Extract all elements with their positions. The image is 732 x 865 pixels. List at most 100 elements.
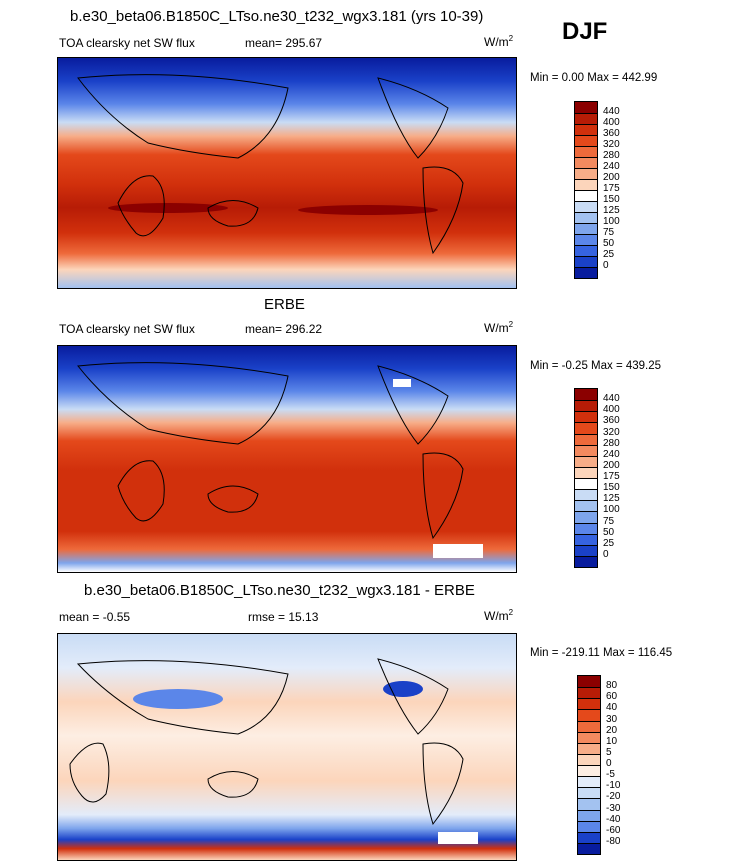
colorbar-label: 150 xyxy=(603,194,620,205)
colorbar-label: 0 xyxy=(606,758,612,769)
colorbar-swatch xyxy=(575,533,597,545)
colorbar-swatch xyxy=(578,776,600,788)
colorbar-label: 320 xyxy=(603,426,620,438)
colorbar-label: 280 xyxy=(603,437,620,449)
season-label: DJF xyxy=(562,18,608,45)
colorbar-label: -30 xyxy=(606,802,621,814)
colorbar-label: 440 xyxy=(603,106,620,117)
colorbar-swatch xyxy=(575,444,597,456)
colorbar-swatch xyxy=(575,113,597,124)
colorbar-swatch xyxy=(578,709,600,721)
colorbar-swatch xyxy=(578,720,600,732)
panel-1-variable: TOA clearsky net SW flux xyxy=(59,36,195,50)
colorbar-label: 80 xyxy=(606,680,618,692)
colorbar-swatch xyxy=(575,135,597,146)
colorbar-label: 60 xyxy=(606,691,618,703)
colorbar-swatch xyxy=(578,698,600,710)
colorbar-label: 440 xyxy=(603,393,620,405)
colorbar-swatch xyxy=(578,765,600,777)
colorbar-swatch xyxy=(575,555,597,567)
colorbar-swatch xyxy=(575,245,597,256)
colorbar-label: 200 xyxy=(603,172,620,183)
colorbar-label: -5 xyxy=(606,769,615,781)
colorbar-label: 100 xyxy=(603,504,620,516)
colorbar-swatch xyxy=(575,478,597,490)
panel-1-colorbar xyxy=(574,101,598,279)
colorbar-label: 200 xyxy=(603,459,620,471)
colorbar-swatch xyxy=(575,102,597,113)
colorbar-swatch xyxy=(575,466,597,478)
colorbar-label: 30 xyxy=(606,713,618,725)
colorbar-swatch xyxy=(578,753,600,765)
colorbar-swatch xyxy=(578,742,600,754)
colorbar-label: 25 xyxy=(603,249,615,260)
panel-2-title: ERBE xyxy=(264,296,305,313)
panel-1-mean: mean= 295.67 xyxy=(245,36,323,50)
panel-2-mean: mean= 296.22 xyxy=(245,322,323,336)
panel-3-minmax: Min = -219.11 Max = 116.45 xyxy=(530,647,673,659)
colorbar-swatch xyxy=(575,489,597,501)
colorbar-label: 125 xyxy=(603,493,620,505)
panel-2-minmax: Min = -0.25 Max = 439.25 xyxy=(530,360,662,372)
colorbar-label: 20 xyxy=(606,724,618,736)
panel-2-map xyxy=(57,345,517,573)
colorbar-label: 0 xyxy=(603,260,609,271)
colorbar-swatch xyxy=(575,422,597,434)
colorbar-swatch xyxy=(575,400,597,412)
colorbar-label: -10 xyxy=(606,780,621,792)
colorbar-swatch xyxy=(575,522,597,534)
colorbar-label: 10 xyxy=(606,735,618,747)
colorbar-swatch xyxy=(575,190,597,201)
colorbar-swatch xyxy=(575,212,597,223)
colorbar-swatch xyxy=(578,676,600,688)
colorbar-swatch xyxy=(575,179,597,190)
panel-1-units: W/m2 xyxy=(484,34,514,49)
panel-3-title: b.e30_beta06.B1850C_LTso.ne30_t232_wgx3.… xyxy=(84,582,475,599)
colorbar-swatch xyxy=(575,511,597,523)
colorbar-label: 0 xyxy=(603,548,609,560)
colorbar-label: 240 xyxy=(603,448,620,460)
colorbar-swatch xyxy=(575,544,597,556)
colorbar-label: 280 xyxy=(603,150,620,161)
colorbar-swatch xyxy=(578,831,600,843)
colorbar-label: 5 xyxy=(606,746,612,758)
colorbar-label: -80 xyxy=(606,835,621,847)
colorbar-swatch xyxy=(575,433,597,445)
colorbar-label: 50 xyxy=(603,238,615,249)
colorbar-swatch xyxy=(575,124,597,135)
colorbar-swatch xyxy=(578,687,600,699)
colorbar-label: 360 xyxy=(603,128,620,139)
colorbar-swatch xyxy=(575,234,597,245)
colorbar-swatch xyxy=(575,411,597,423)
panel-2-colorbar xyxy=(574,388,598,568)
colorbar-label: 50 xyxy=(603,526,615,538)
panel-1-title: b.e30_beta06.B1850C_LTso.ne30_t232_wgx3.… xyxy=(70,8,484,25)
colorbar-swatch xyxy=(575,223,597,234)
colorbar-swatch xyxy=(578,787,600,799)
colorbar-label: 75 xyxy=(603,515,615,527)
colorbar-label: 40 xyxy=(606,702,618,714)
colorbar-swatch xyxy=(578,798,600,810)
colorbar-swatch xyxy=(578,731,600,743)
colorbar-label: 25 xyxy=(603,537,615,549)
panel-3-units: W/m2 xyxy=(484,608,514,623)
colorbar-label: 320 xyxy=(603,139,620,150)
colorbar-label: -60 xyxy=(606,824,621,836)
colorbar-swatch xyxy=(575,500,597,512)
colorbar-label: 75 xyxy=(603,227,615,238)
colorbar-swatch xyxy=(575,201,597,212)
colorbar-label: 240 xyxy=(603,161,620,172)
colorbar-swatch xyxy=(575,146,597,157)
colorbar-swatch xyxy=(575,267,597,278)
colorbar-swatch xyxy=(575,157,597,168)
panel-2-units: W/m2 xyxy=(484,320,514,335)
colorbar-label: 175 xyxy=(603,471,620,482)
panel-3-map xyxy=(57,633,517,861)
colorbar-label: 175 xyxy=(603,183,620,194)
colorbar-label: 125 xyxy=(603,205,620,216)
colorbar-label: -20 xyxy=(606,791,621,803)
panel-1-map xyxy=(57,57,517,289)
colorbar-label: 150 xyxy=(603,482,620,494)
colorbar-label: 400 xyxy=(603,404,620,416)
colorbar-swatch xyxy=(578,842,600,854)
